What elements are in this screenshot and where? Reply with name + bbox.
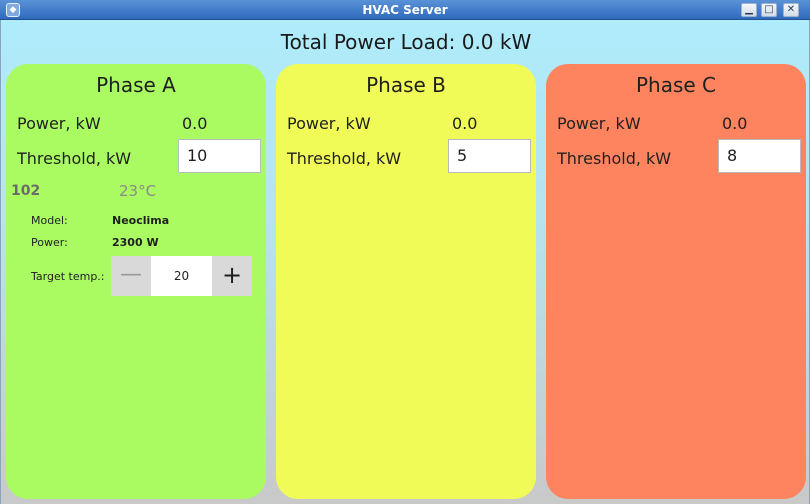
phase-a-power-label: Power, kW — [17, 114, 101, 133]
phase-b-panel: Phase B Power, kW 0.0 Threshold, kW 5 — [276, 64, 536, 499]
phase-a-panel: Phase A Power, kW 0.0 Threshold, kW 10 1… — [6, 64, 266, 499]
total-power-load: Total Power Load: 0.0 kW — [280, 30, 532, 54]
phase-a-power-value: 0.0 — [182, 114, 208, 133]
phase-c-threshold-label: Threshold, kW — [557, 149, 672, 168]
phase-c-threshold-input[interactable]: 8 — [718, 139, 801, 173]
main-content: Total Power Load: 0.0 kW Phase A Power, … — [0, 20, 810, 504]
phase-a-threshold-input[interactable]: 10 — [178, 139, 261, 173]
device-model-value: Neoclima — [112, 214, 170, 227]
maximize-button[interactable]: □ — [761, 3, 777, 17]
phase-c-power-label: Power, kW — [557, 114, 641, 133]
decrement-button[interactable]: — — [111, 256, 151, 296]
phase-c-power-value: 0.0 — [722, 114, 748, 133]
device-model-label: Model: — [31, 214, 68, 227]
phase-c-panel: Phase C Power, kW 0.0 Threshold, kW 8 — [546, 64, 806, 499]
app-icon[interactable]: ◆ — [6, 3, 20, 17]
phase-c-title: Phase C — [635, 73, 717, 97]
phase-a-threshold-label: Threshold, kW — [17, 149, 132, 168]
title-bar[interactable]: ◆ HVAC Server ▁ □ ✕ — [0, 0, 810, 20]
phase-a-title: Phase A — [96, 73, 176, 97]
device-temperature: 23°C — [119, 182, 157, 200]
target-temp-label: Target temp.: — [31, 270, 105, 283]
phase-b-power-label: Power, kW — [287, 114, 371, 133]
phase-b-threshold-label: Threshold, kW — [287, 149, 402, 168]
phase-b-threshold-input[interactable]: 5 — [448, 139, 531, 173]
target-temp-value[interactable]: 20 — [151, 256, 212, 296]
target-temp-stepper[interactable]: — 20 + — [111, 256, 252, 296]
increment-button[interactable]: + — [212, 256, 252, 296]
close-button[interactable]: ✕ — [783, 3, 799, 17]
device-power-label: Power: — [31, 236, 68, 249]
device-id: 102 — [11, 183, 41, 199]
device-power-value: 2300 W — [112, 236, 159, 249]
phase-b-title: Phase B — [366, 73, 446, 97]
window-title: HVAC Server — [362, 3, 448, 17]
minimize-button[interactable]: ▁ — [741, 3, 757, 17]
phase-b-power-value: 0.0 — [452, 114, 478, 133]
